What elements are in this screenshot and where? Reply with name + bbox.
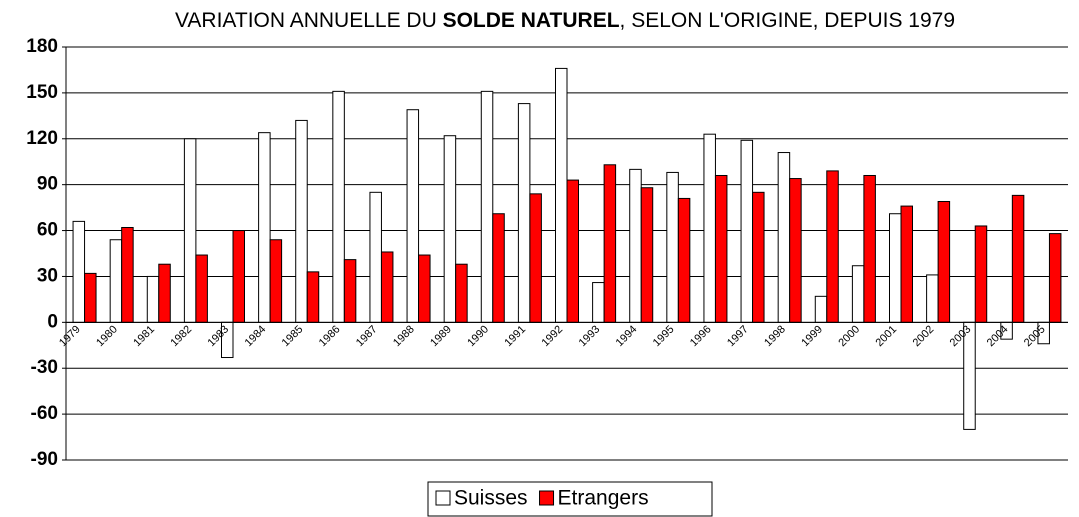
bar <box>900 205 913 323</box>
bar <box>183 138 197 323</box>
bar <box>84 272 97 323</box>
title-part: , SELON L'ORIGINE, DEPUIS 1979 <box>620 9 955 32</box>
y-tick-label: 150 <box>26 82 58 103</box>
y-tick-label: 180 <box>26 36 58 57</box>
bar <box>146 275 160 323</box>
x-tick-label: 1987 <box>354 323 380 349</box>
bar <box>789 178 802 323</box>
x-tick-label: 1982 <box>168 323 194 349</box>
bar <box>406 109 420 323</box>
bar <box>926 274 939 323</box>
bar <box>592 282 605 323</box>
x-tick-label: 1994 <box>614 323 640 349</box>
x-tick-label: 1998 <box>762 323 788 349</box>
y-tick-label: 0 <box>47 311 58 332</box>
bar <box>109 239 123 323</box>
y-tick-label: -30 <box>31 357 58 378</box>
bar <box>1048 233 1062 323</box>
bar <box>677 197 691 323</box>
x-tick-label: 1985 <box>280 323 306 349</box>
y-tick-label: 90 <box>37 174 58 195</box>
legend-box <box>427 481 713 517</box>
legend-swatch <box>539 490 555 506</box>
bar <box>529 193 542 323</box>
bar <box>343 259 357 323</box>
bar <box>455 263 468 323</box>
bar <box>232 230 245 323</box>
bar <box>640 187 654 323</box>
x-tick-label: 1993 <box>577 323 603 349</box>
bar <box>72 220 86 323</box>
bar <box>158 263 171 323</box>
bar <box>752 191 765 323</box>
x-tick-label: 2001 <box>873 323 899 349</box>
legend-label: Suisses <box>454 487 528 510</box>
x-tick-label: 1996 <box>688 323 714 349</box>
x-tick-label: 2000 <box>836 323 862 349</box>
bar <box>851 265 865 323</box>
x-tick-label: 1984 <box>243 323 269 349</box>
bar <box>974 225 988 323</box>
x-tick-label: 1990 <box>465 323 491 349</box>
bar <box>480 90 494 323</box>
bar <box>380 251 394 323</box>
legend-swatch <box>435 490 451 506</box>
bar <box>295 119 308 323</box>
chart-title: VARIATION ANNUELLE DU SOLDE NATUREL, SEL… <box>175 9 955 32</box>
bar <box>937 200 951 323</box>
bar <box>666 171 679 323</box>
bar <box>555 67 568 323</box>
bar <box>332 90 345 323</box>
bar <box>269 239 283 323</box>
bar <box>703 133 716 323</box>
bar <box>603 164 617 323</box>
x-tick-label: 1989 <box>428 323 454 349</box>
bar <box>714 174 728 323</box>
y-tick-label: -90 <box>31 449 58 470</box>
legend: Suisses Etrangers <box>427 481 713 517</box>
bar <box>443 135 457 323</box>
bar <box>517 103 531 323</box>
legend-label: Etrangers <box>558 487 649 510</box>
bar <box>863 174 876 323</box>
bar <box>814 295 828 323</box>
bar <box>826 170 839 323</box>
bar <box>889 213 902 323</box>
x-tick-label: 1997 <box>725 323 751 349</box>
x-tick-label: 1999 <box>799 323 825 349</box>
x-tick-label: 1980 <box>94 323 120 349</box>
x-tick-label: 1988 <box>391 323 417 349</box>
y-tick-label: -60 <box>31 403 58 424</box>
bar <box>777 152 791 323</box>
bar <box>1011 194 1025 323</box>
bar <box>418 254 431 323</box>
bar <box>629 168 642 323</box>
x-tick-label: 1979 <box>57 323 83 349</box>
x-tick-label: 1995 <box>651 323 677 349</box>
title-part: VARIATION ANNUELLE DU <box>175 9 443 32</box>
y-tick-label: 30 <box>37 265 58 286</box>
x-tick-label: 1992 <box>539 323 565 349</box>
bar <box>195 254 208 323</box>
bar <box>492 213 505 323</box>
y-tick-label: 120 <box>26 128 58 149</box>
bar <box>740 139 754 323</box>
bar <box>121 226 134 323</box>
title-part: SOLDE NATUREL <box>443 9 620 32</box>
bar <box>306 271 320 323</box>
y-tick-label: 60 <box>37 220 58 241</box>
x-tick-label: 1981 <box>131 323 157 349</box>
bar <box>566 179 579 323</box>
bar <box>258 132 271 323</box>
x-tick-label: 1991 <box>502 323 528 349</box>
x-tick-label: 1986 <box>317 323 343 349</box>
bar <box>369 191 382 323</box>
x-tick-label: 2002 <box>911 323 937 349</box>
